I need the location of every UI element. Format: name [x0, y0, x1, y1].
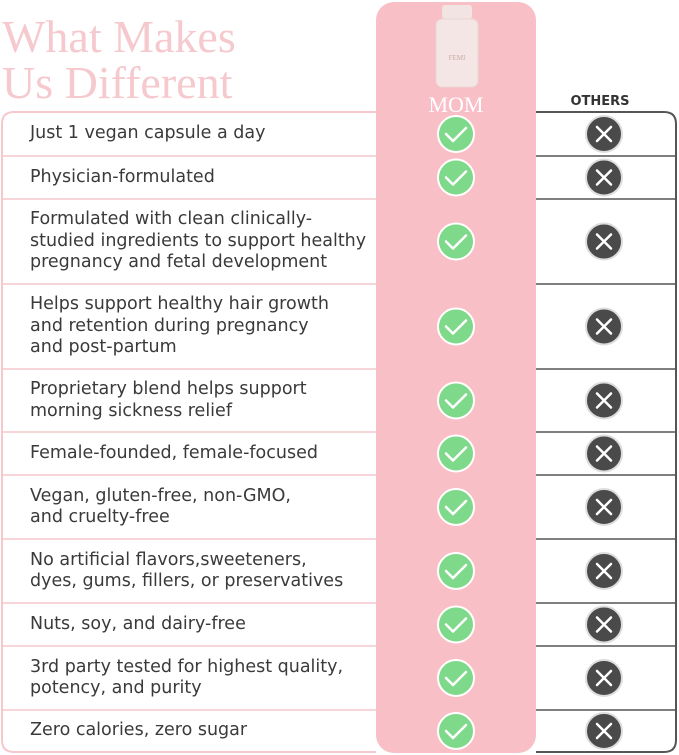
check-mark: [444, 393, 468, 409]
mom-header: MOM: [428, 92, 484, 117]
x-mark: [595, 318, 613, 335]
check-icon: [437, 488, 475, 526]
check-mark: [444, 670, 468, 687]
check-icon: [437, 659, 475, 697]
feature-text: Helps support healthy hair growth: [30, 294, 329, 315]
x-mark: [595, 616, 613, 633]
feature-text: and retention during pregnancy: [30, 315, 309, 336]
feature-text: and cruelty-free: [30, 507, 170, 527]
feature-text: dyes, gums, fillers, or preservatives: [30, 571, 344, 591]
check-icon: [437, 552, 475, 590]
svg-text:FEMI: FEMI: [449, 54, 466, 62]
feature-text: morning sickness relief: [30, 400, 232, 421]
title-line: Us Different: [2, 57, 233, 108]
feature-text: potency, and purity: [30, 678, 202, 698]
feature-text: pregnancy and fetal development: [30, 252, 328, 273]
others-header: OTHERS: [570, 94, 630, 109]
check-mark: [444, 319, 468, 335]
check-mark: [444, 170, 468, 186]
feature-text: Just 1 vegan capsule a day: [30, 123, 266, 144]
x-mark: [595, 392, 613, 409]
check-icon: [437, 115, 475, 153]
x-mark: [595, 233, 613, 250]
feature-text: Proprietary blend helps support: [30, 379, 307, 399]
mom-column: [376, 2, 536, 753]
bottle: FEMI: [435, 5, 479, 88]
check-mark: [444, 446, 468, 462]
check-icon: [437, 158, 475, 197]
feature-text: studied ingredients to support healthy: [30, 230, 367, 251]
x-mark: [595, 125, 613, 143]
check-icon: [437, 307, 475, 346]
x-mark: [595, 498, 613, 516]
x-mark: [595, 722, 613, 740]
check-mark: [444, 563, 468, 580]
feature-text: Zero calories, zero sugar: [30, 720, 248, 741]
x-mark: [595, 445, 613, 462]
check-icon: [437, 605, 475, 644]
feature-text: Female-founded, female-focused: [30, 442, 318, 463]
title-line: What Makes: [2, 11, 236, 62]
feature-text: and post-partum: [30, 337, 177, 358]
feature-text: No artificial flavors,sweeteners,: [30, 549, 307, 570]
check-icon: [437, 712, 475, 750]
feature-text: 3rd party tested for highest quality,: [30, 656, 344, 677]
check-mark: [444, 723, 468, 740]
check-mark: [444, 617, 468, 633]
feature-text: Vegan, gluten-free, non-GMO,: [30, 485, 291, 506]
feature-text: Physician-formulated: [30, 166, 215, 187]
x-mark: [595, 669, 613, 687]
check-mark: [444, 499, 468, 516]
check-mark: [444, 234, 468, 250]
check-icon: [437, 434, 475, 473]
x-mark: [595, 562, 613, 580]
check-mark: [444, 126, 468, 143]
check-icon: [437, 381, 475, 420]
feature-text: Formulated with clean clinically-: [30, 209, 313, 230]
feature-text: Nuts, soy, and dairy-free: [30, 613, 246, 634]
check-icon: [437, 222, 475, 261]
x-mark: [595, 169, 613, 186]
